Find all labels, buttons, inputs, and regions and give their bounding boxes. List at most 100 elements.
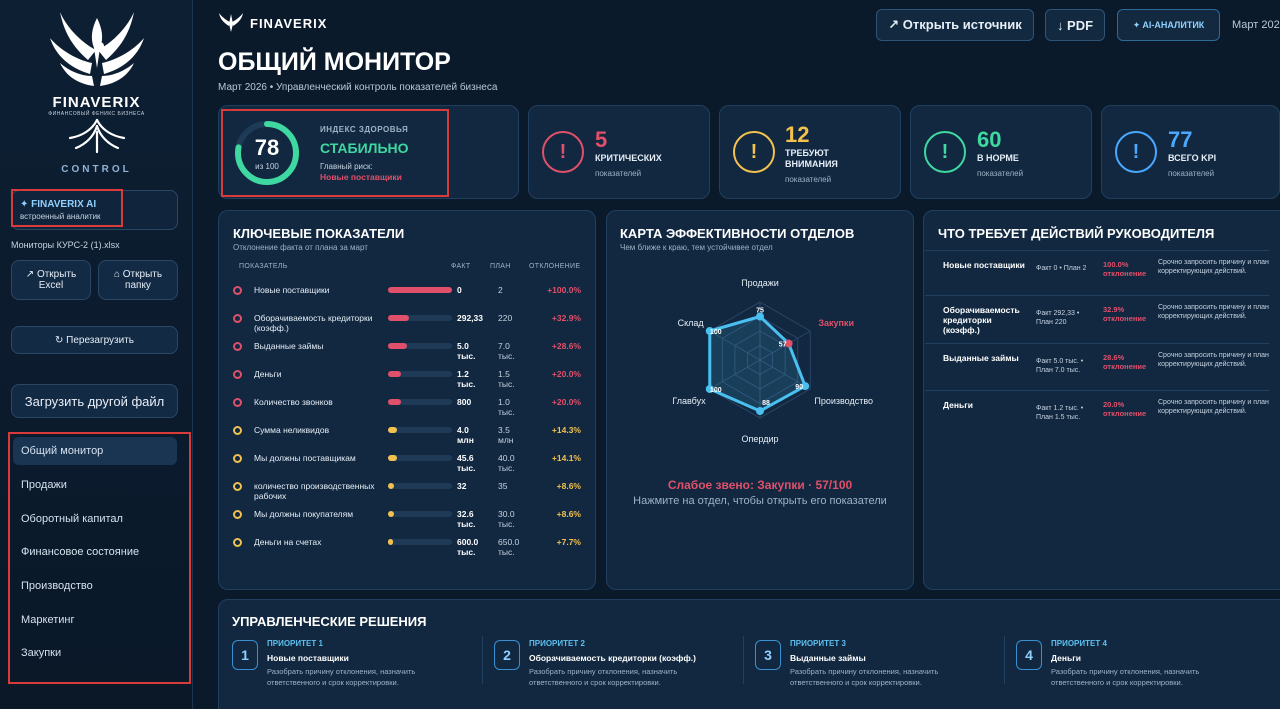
health-score-of: из 100 [255,162,279,171]
action-percent: 32.9% [1103,305,1125,314]
metric-deviation: +100.0% [547,285,581,295]
decision-text: Разобрать причину отклонения, назначить … [790,667,939,687]
action-row[interactable] [925,295,1269,343]
kpi-attention-number: 12 [785,122,810,147]
nav-item-working-capital[interactable]: Оборотный капитал [21,513,123,525]
metric-deviation: +7.7% [556,537,581,547]
file-name: Мониторы КУРС-2 (1).xlsx [11,240,120,250]
reload-button[interactable]: ↻ Перезагрузить [11,326,178,354]
health-status: СТАБИЛЬНО [320,140,409,156]
deviation-bar-fill [388,343,407,349]
metric-deviation: +14.3% [551,425,581,435]
nav-item-financial-state[interactable]: Финансовое состояние [21,546,140,558]
col-header-metric: ПОКАЗАТЕЛЬ [239,263,288,270]
radar-chart[interactable]: 75 Продажи 57 Закупки 90 Производство 88 Оперди… [606,270,914,470]
deviation-bar [388,343,452,349]
priority-number: 4 [1016,640,1042,670]
deviation-bar-fill [388,455,397,461]
priority-label: ПРИОРИТЕТ 4 [1051,639,1107,648]
metric-name[interactable]: Деньги [254,369,282,379]
metric-name[interactable]: Новые поставщики [254,285,330,295]
metric-plan: 2 [498,285,503,295]
metric-deviation: +8.6% [556,481,581,491]
top-date: Март 2026 [1232,19,1280,31]
nav-item-general-monitor[interactable]: Общий монитор [13,437,177,465]
action-name: Деньги [943,400,974,410]
decision-name[interactable]: Оборачиваемость кредиторки (коэфф.) [529,653,696,663]
action-fact-plan: Факт 1.2 тыс. • План 1.5 тыс. [1036,405,1084,421]
radar-axis-label: Опердир [742,434,779,444]
ai-subtitle: встроенный аналитик [20,212,101,221]
upload-file-button[interactable]: Загрузить другой файл [11,384,178,418]
kpi-total-label: ВСЕГО KPI [1168,153,1217,163]
action-percent-label: отклонение [1103,269,1147,278]
info-icon: ! [1115,131,1157,173]
kpi-critical-sub: показателей [595,169,642,178]
kpi-attention-sub: показателей [785,175,832,184]
metric-name[interactable]: количество производственных рабочих [254,481,375,501]
deviation-bar-fill [388,483,394,489]
kpi-normal-label: В НОРМЕ [977,153,1019,163]
priority-number: 3 [755,640,781,670]
decision-name[interactable]: Выданные займы [790,653,866,663]
metric-name[interactable]: Деньги на счетах [254,537,322,547]
kpi-card-normal[interactable] [910,105,1092,199]
ok-icon: ! [924,131,966,173]
action-recommendation: Срочно запросить причину и план корректи… [1158,352,1269,368]
action-fact-plan: Факт 292,33 • План 220 [1036,310,1080,326]
action-row[interactable] [925,343,1269,390]
decision-divider [743,636,744,684]
deviation-bar-fill [388,371,401,377]
kpi-attention-label: ТРЕБУЮТ ВНИМАНИЯ [785,148,838,169]
priority-number: 2 [494,640,520,670]
deviation-bar [388,511,452,517]
metric-name[interactable]: Количество звонков [254,397,333,407]
open-excel-button[interactable]: ↗ Открыть Excel [11,260,91,300]
kpi-total-number: 77 [1168,127,1193,152]
action-name: Выданные займы [943,353,1019,363]
metric-plan: 3.5 млн [498,425,514,445]
deviation-bar [388,483,452,489]
radar-value-label: 75 [756,308,764,315]
decision-name[interactable]: Деньги [1051,653,1082,663]
priority-label: ПРИОРИТЕТ 2 [529,639,585,648]
metric-name[interactable]: Оборачиваемость кредиторки (коэфф.) [254,313,373,333]
deviation-bar [388,371,452,377]
status-dot [233,398,242,407]
action-recommendation: Срочно запросить причину и план корректи… [1158,259,1269,275]
status-dot [233,314,242,323]
kpi-critical-number: 5 [595,127,608,152]
deviation-bar-fill [388,399,401,405]
action-name: Оборачиваемость кредиторки (коэфф.) [943,305,1020,335]
nav-item-production[interactable]: Производство [21,580,93,592]
metric-plan: 35 [498,481,508,491]
nav-item-purchasing[interactable]: Закупки [21,647,62,659]
metric-name[interactable]: Выданные займы [254,341,324,351]
radar-axis-label: Закупки [818,318,854,328]
action-row[interactable] [925,250,1269,295]
sidebar-tagline: ФИНАНСОВЫЙ ФЕНИКС БИЗНЕСА [48,111,145,117]
action-recommendation: Срочно запросить причину и план корректи… [1158,304,1269,320]
action-name: Новые поставщики [943,260,1025,270]
radar-point [756,312,764,321]
metric-name[interactable]: Мы должны покупателям [254,509,354,519]
deviation-bar-fill [388,287,452,293]
action-row[interactable] [925,390,1269,434]
open-folder-button[interactable]: ⌂ Открыть папку [98,260,178,300]
decision-text: Разобрать причину отклонения, назначить … [1051,667,1200,687]
decision-name[interactable]: Новые поставщики [267,653,349,663]
nav-item-sales[interactable]: Продажи [21,479,67,491]
metric-plan: 220 [498,313,513,323]
radar-value-label: 90 [795,384,803,391]
ai-analyst-button[interactable]: ✦ AI-АНАЛИТИК [1117,9,1220,41]
decisions-panel [218,599,1280,709]
metric-name[interactable]: Мы должны поставщикам [254,453,356,463]
pdf-button[interactable]: ↓ PDF [1045,9,1105,41]
metric-name[interactable]: Сумма неликвидов [254,425,330,435]
metric-fact: 292,33 [457,313,483,323]
open-source-button[interactable]: ↗ Открыть источник [876,9,1034,41]
health-risk-value: Новые поставщики [320,172,402,182]
priority-number: 1 [232,640,258,670]
nav-item-marketing[interactable]: Маркетинг [21,614,75,626]
status-dot [233,342,242,351]
